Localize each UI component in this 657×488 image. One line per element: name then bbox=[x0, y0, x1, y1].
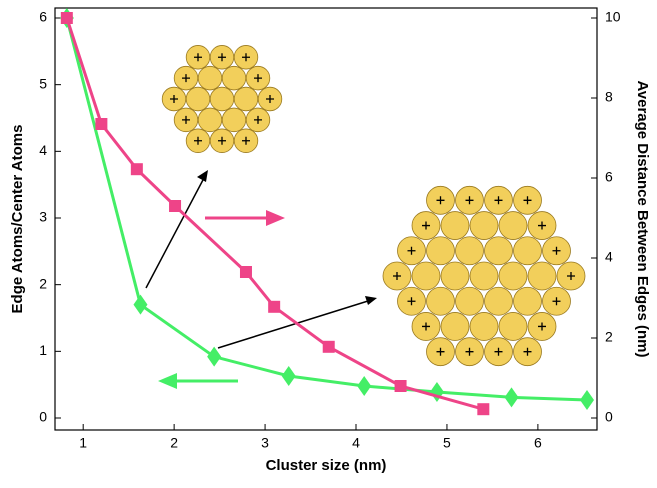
y-tick-label: 2 bbox=[39, 275, 47, 291]
atom bbox=[234, 87, 258, 111]
y2-axis-label: Average Distance Between Edges (nm) bbox=[634, 80, 651, 357]
atom bbox=[441, 212, 469, 240]
square-marker bbox=[95, 118, 107, 130]
x-axis-label: Cluster size (nm) bbox=[266, 457, 387, 474]
x-tick-label: 5 bbox=[443, 435, 451, 451]
atom bbox=[499, 312, 527, 340]
atom bbox=[210, 87, 234, 111]
square-marker bbox=[169, 200, 181, 212]
atom bbox=[198, 66, 222, 90]
chart: Cluster size (nm) Edge Atoms/Center Atom… bbox=[0, 0, 657, 483]
x-tick-label: 1 bbox=[79, 435, 87, 451]
diamond-marker bbox=[282, 366, 296, 386]
square-marker bbox=[131, 163, 143, 175]
y-axis-label: Edge Atoms/Center Atoms bbox=[9, 125, 26, 314]
square-marker bbox=[268, 301, 280, 313]
x-tick-label: 2 bbox=[170, 435, 178, 451]
x-tick-label: 4 bbox=[352, 435, 360, 451]
atom bbox=[441, 312, 469, 340]
atom bbox=[186, 87, 210, 111]
y2-tick-label: 6 bbox=[605, 169, 613, 185]
atom bbox=[499, 212, 527, 240]
y-tick-label: 6 bbox=[39, 9, 47, 25]
y2-tick-label: 4 bbox=[605, 249, 613, 265]
atom bbox=[499, 262, 527, 290]
atom bbox=[222, 108, 246, 132]
atom bbox=[427, 237, 455, 265]
y2-tick-label: 8 bbox=[605, 89, 613, 105]
y2-tick-label: 0 bbox=[605, 409, 613, 425]
y-tick-label: 5 bbox=[39, 75, 47, 91]
square-marker bbox=[240, 266, 252, 278]
atom bbox=[456, 287, 484, 315]
diamond-marker bbox=[580, 390, 594, 410]
square-marker bbox=[395, 380, 407, 392]
atom bbox=[470, 212, 498, 240]
y-tick-label: 0 bbox=[39, 409, 47, 425]
square-marker bbox=[477, 403, 489, 415]
atom bbox=[412, 262, 440, 290]
atom bbox=[441, 262, 469, 290]
diamond-marker bbox=[357, 376, 371, 396]
atom bbox=[514, 237, 542, 265]
atom bbox=[427, 287, 455, 315]
cluster-illustrations bbox=[162, 45, 585, 365]
atom bbox=[470, 262, 498, 290]
y-tick-label: 1 bbox=[39, 342, 47, 358]
atom bbox=[528, 262, 556, 290]
diamond-marker bbox=[505, 387, 519, 407]
x-tick-label: 6 bbox=[534, 435, 542, 451]
atom bbox=[222, 66, 246, 90]
atom bbox=[470, 312, 498, 340]
atom bbox=[485, 287, 513, 315]
diamond-marker bbox=[207, 347, 221, 367]
atom bbox=[485, 237, 513, 265]
atom bbox=[514, 287, 542, 315]
square-marker bbox=[61, 12, 73, 24]
atom bbox=[456, 237, 484, 265]
square-marker bbox=[323, 341, 335, 353]
x-tick-label: 3 bbox=[261, 435, 269, 451]
y-tick-label: 4 bbox=[39, 142, 47, 158]
diamond-marker bbox=[133, 295, 147, 315]
y2-tick-label: 2 bbox=[605, 329, 613, 345]
y2-tick-label: 10 bbox=[605, 9, 621, 25]
y-tick-label: 3 bbox=[39, 209, 47, 225]
atom bbox=[198, 108, 222, 132]
